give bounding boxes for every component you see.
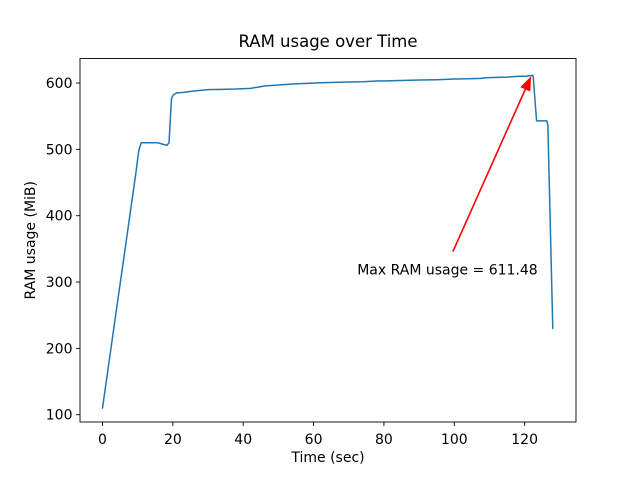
max-ram-annotation: Max RAM usage = 611.48 [357, 263, 538, 279]
y-tick-label: 400 [46, 209, 73, 225]
x-tick-label: 0 [98, 432, 107, 448]
chart-title: RAM usage over Time [238, 32, 417, 51]
x-tick-label: 40 [234, 432, 252, 448]
y-tick-label: 200 [46, 341, 73, 357]
ram-usage-line [101, 74, 554, 409]
x-tick-label: 100 [441, 432, 468, 448]
y-tick-label: 300 [46, 275, 73, 291]
y-tick-label: 100 [46, 408, 73, 424]
x-axis-label: Time (sec) [290, 450, 364, 466]
x-tick-label: 60 [305, 432, 323, 448]
y-tick-label: 500 [46, 142, 73, 158]
y-tick-label: 600 [46, 76, 73, 92]
axes-frame [79, 58, 577, 423]
x-tick-label: 80 [375, 432, 393, 448]
x-tick-label: 120 [511, 432, 538, 448]
annotation-arrow [452, 76, 532, 252]
x-tick-label: 20 [164, 432, 182, 448]
y-axis-label: RAM usage (MiB) [23, 181, 39, 299]
